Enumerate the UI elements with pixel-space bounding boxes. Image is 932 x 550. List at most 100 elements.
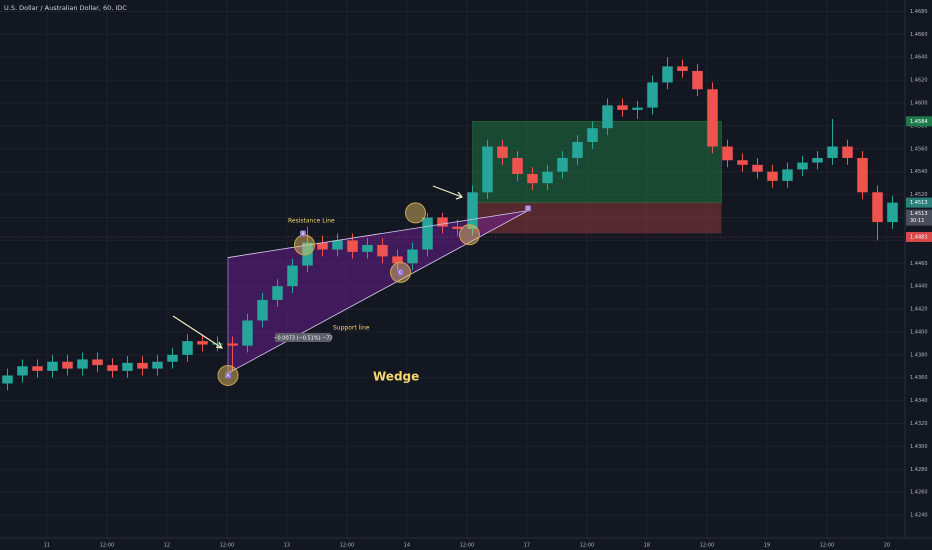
candle-body [557, 157, 568, 172]
point-label: B [301, 231, 304, 237]
point-box [300, 230, 306, 237]
candle-body [122, 362, 133, 371]
measure-label: −0.0073 (−0.51%) −73 [273, 336, 332, 342]
price-tag-label: 1.4584 [910, 119, 928, 125]
y-tick-label: 1.4280 [910, 467, 928, 473]
candle-body [32, 366, 43, 371]
y-tick-label: 1.4300 [910, 444, 928, 450]
candle-body [662, 66, 673, 83]
point-box [525, 205, 531, 212]
candle-body [812, 157, 823, 163]
resistance-label: Resistance Line [288, 218, 335, 225]
candle-body [707, 89, 718, 147]
arrow [172, 315, 224, 349]
x-tick-label: 12:00 [820, 543, 834, 549]
pattern-label: Wedge [373, 370, 419, 384]
candle-body [422, 217, 433, 250]
candle-body [467, 192, 478, 229]
point-label: D [526, 206, 530, 212]
candle-body [227, 343, 238, 346]
y-tick-label: 1.4320 [910, 421, 928, 427]
price-tag [906, 116, 932, 127]
x-tick-label: 14 [404, 543, 410, 549]
candle-body [722, 146, 733, 161]
candle-body [572, 141, 583, 158]
candle-body [482, 146, 493, 193]
y-tick-label: 1.4440 [910, 284, 928, 290]
x-tick-label: 12:00 [700, 543, 714, 549]
point-label: C [399, 270, 402, 276]
y-tick-label: 1.4560 [910, 146, 928, 152]
y-tick-label: 1.4260 [910, 490, 928, 496]
candle-body [542, 171, 553, 184]
candle-body [407, 249, 418, 264]
candle-body [527, 173, 538, 184]
candle-body [152, 361, 163, 369]
x-tick-label: 17 [524, 543, 530, 549]
candle-body [242, 320, 253, 346]
price-tag-label: 1.4483 [910, 234, 928, 240]
candle-body [167, 354, 178, 362]
candle-body [92, 359, 103, 366]
y-tick-label: 1.4580 [910, 123, 928, 129]
support-label: Support line [333, 325, 370, 332]
countdown-label: 30:11 [910, 218, 924, 224]
chart-title: U.S. Dollar / Australian Dollar, 60, IDC [4, 4, 127, 12]
x-tick-label: 12:00 [460, 543, 474, 549]
candle-body [452, 226, 463, 229]
y-tick-label: 1.4640 [910, 55, 928, 61]
y-tick-label: 1.4340 [910, 398, 928, 404]
y-tick-label: 1.4240 [910, 513, 928, 519]
y-tick-label: 1.4620 [910, 78, 928, 84]
candle-body [617, 105, 628, 110]
candle-body [347, 240, 358, 252]
support-line [227, 210, 529, 374]
candle-body [332, 240, 343, 250]
point-box [397, 269, 404, 276]
candle-body [677, 66, 688, 71]
x-tick-label: 18 [644, 543, 650, 549]
candle-body [827, 146, 838, 158]
candle-body [767, 171, 778, 181]
point-label: A [226, 373, 230, 379]
candle-body [632, 107, 643, 110]
highlight-circle [405, 202, 426, 224]
candle-body [842, 146, 853, 158]
candle-body [77, 359, 88, 369]
price-tag [906, 197, 932, 208]
y-tick-label: 1.4400 [910, 329, 928, 335]
y-tick-label: 1.4420 [910, 307, 928, 313]
y-tick-label: 1.4360 [910, 375, 928, 381]
arrow [432, 185, 464, 200]
candle-body [137, 362, 148, 369]
last-price-label: 1.4513 [910, 211, 928, 217]
candle-body [377, 244, 388, 257]
candle-body [287, 265, 298, 287]
candle-body [647, 82, 658, 108]
candle-body [737, 160, 748, 165]
candle-body [872, 192, 883, 223]
x-tick-label: 11 [44, 543, 50, 549]
candles [2, 57, 898, 391]
candle-body [887, 202, 898, 223]
price-tag-label: 1.4513 [910, 200, 928, 206]
candle-body [182, 341, 193, 355]
x-tick-label: 19 [764, 543, 770, 549]
x-tick-label: 12:00 [340, 543, 354, 549]
candle-body [782, 169, 793, 181]
x-tick-label: 13 [284, 543, 290, 549]
highlight-circle [294, 234, 315, 256]
candle-body [257, 299, 268, 321]
overlay: A B C D [0, 202, 905, 386]
y-tick-label: 1.4660 [910, 32, 928, 38]
candle-body [392, 256, 403, 264]
point-box [225, 372, 231, 379]
candle-body [272, 286, 283, 300]
y-tick-label: 1.4380 [910, 352, 928, 358]
candle-body [17, 366, 28, 376]
candle-body [437, 217, 448, 227]
last-price-tag [906, 209, 932, 226]
y-tick-label: 1.4520 [910, 192, 928, 198]
grid [0, 0, 905, 538]
